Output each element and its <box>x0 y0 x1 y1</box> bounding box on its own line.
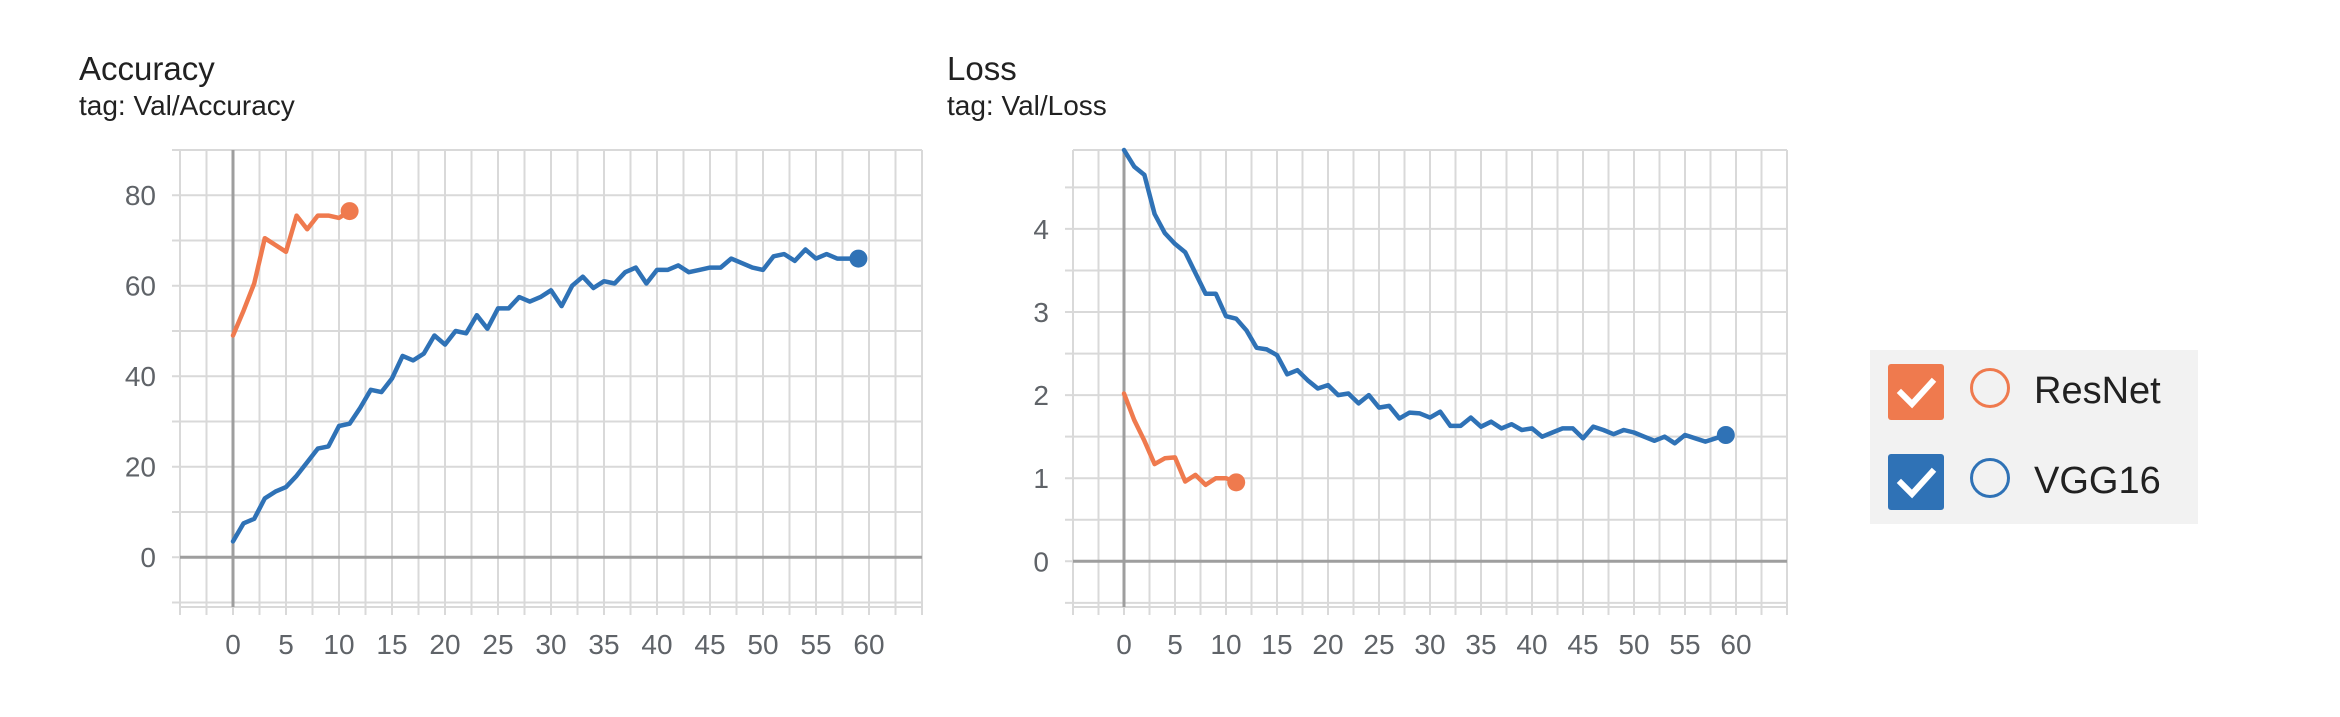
accuracy-x-tick-label: 55 <box>800 629 831 660</box>
loss-x-tick-label: 45 <box>1567 629 1598 660</box>
loss-x-tick-label: 60 <box>1720 629 1751 660</box>
loss-resnet-last-point[interactable] <box>1227 473 1246 492</box>
accuracy-y-tick-label: 60 <box>125 271 156 302</box>
loss-x-tick-label: 0 <box>1116 629 1132 660</box>
accuracy-x-tick-label: 20 <box>429 629 460 660</box>
loss-y-tick-label: 4 <box>1033 214 1049 245</box>
legend-label-resnet: ResNet <box>2034 370 2161 412</box>
loss-chart-title: Loss <box>947 50 1017 87</box>
accuracy-y-tick-label: 40 <box>125 361 156 392</box>
legend-item-resnet[interactable]: ResNet <box>1888 364 2188 424</box>
accuracy-vgg16-series-line <box>230 247 861 544</box>
loss-x-tick-label: 55 <box>1669 629 1700 660</box>
accuracy-x-tick-label: 10 <box>323 629 354 660</box>
loss-y-tick-label: 0 <box>1033 546 1049 577</box>
loss-resnet-series-line <box>1121 391 1239 488</box>
accuracy-x-tick-label: 40 <box>641 629 672 660</box>
accuracy-y-tick-label: 20 <box>125 452 156 483</box>
loss-x-tick-label: 30 <box>1414 629 1445 660</box>
check-icon <box>1896 467 1937 499</box>
accuracy-x-tick-label: 5 <box>278 629 294 660</box>
loss-x-tick-label: 25 <box>1363 629 1394 660</box>
legend-item-vgg16[interactable]: VGG16 <box>1888 454 2188 514</box>
loss-x-tick-label: 10 <box>1210 629 1241 660</box>
accuracy-resnet-series-line <box>230 208 352 338</box>
resnet-checkbox[interactable] <box>1888 364 1944 420</box>
loss-x-tick-label: 35 <box>1465 629 1496 660</box>
accuracy-resnet-last-point[interactable] <box>340 202 359 221</box>
legend: ResNet VGG16 <box>1870 350 2198 524</box>
accuracy-x-tick-label: 45 <box>694 629 725 660</box>
accuracy-chart-title: Accuracy <box>79 50 215 87</box>
accuracy-vgg16-last-point[interactable] <box>849 249 868 268</box>
accuracy-x-tick-label: 60 <box>853 629 884 660</box>
check-icon <box>1896 377 1937 409</box>
accuracy-x-tick-label: 30 <box>535 629 566 660</box>
resnet-color-circle <box>1970 368 2010 408</box>
legend-label-vgg16: VGG16 <box>2034 460 2161 502</box>
accuracy-x-tick-label: 35 <box>588 629 619 660</box>
loss-chart-subtitle: tag: Val/Loss <box>947 90 1107 121</box>
accuracy-x-tick-label: 0 <box>225 629 241 660</box>
loss-vgg16-last-point[interactable] <box>1716 426 1735 445</box>
vgg16-color-circle <box>1970 458 2010 498</box>
loss-chart: 0 5 10 15 20 25 30 35 40 45 50 55 60 0 1 2 3 4 <box>1033 147 1788 660</box>
accuracy-y-tick-label: 0 <box>140 542 156 573</box>
vgg16-checkbox[interactable] <box>1888 454 1944 510</box>
loss-x-tick-label: 15 <box>1261 629 1292 660</box>
loss-vgg16-series-line <box>1121 147 1729 446</box>
accuracy-x-tick-label: 15 <box>376 629 407 660</box>
loss-x-tick-label: 40 <box>1516 629 1547 660</box>
loss-x-tick-label: 5 <box>1167 629 1183 660</box>
loss-y-tick-label: 2 <box>1033 380 1049 411</box>
accuracy-x-tick-label: 50 <box>747 629 778 660</box>
loss-x-tick-label: 50 <box>1618 629 1649 660</box>
accuracy-chart-subtitle: tag: Val/Accuracy <box>79 90 295 121</box>
accuracy-chart: 0 5 10 15 20 25 30 35 40 45 50 55 60 0 20 40 60 80 <box>125 149 923 660</box>
loss-x-tick-label: 20 <box>1312 629 1343 660</box>
loss-y-tick-label: 1 <box>1033 463 1049 494</box>
loss-y-tick-label: 3 <box>1033 297 1049 328</box>
accuracy-y-tick-label: 80 <box>125 180 156 211</box>
accuracy-x-tick-label: 25 <box>482 629 513 660</box>
